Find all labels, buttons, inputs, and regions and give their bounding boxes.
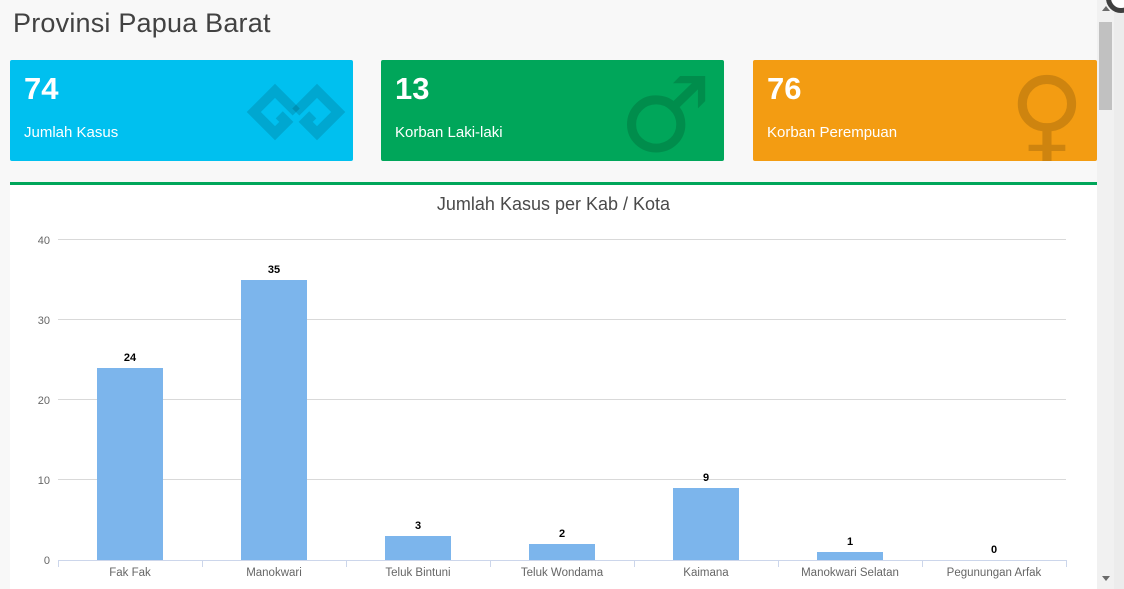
x-category-label: Manokwari bbox=[246, 567, 302, 579]
bar-slot: 3 bbox=[346, 241, 490, 560]
bar-value-label: 1 bbox=[846, 536, 854, 548]
triangle-up-icon bbox=[1101, 6, 1110, 11]
stat-value: 13 bbox=[395, 71, 430, 106]
simfoni-logo-icon bbox=[245, 66, 349, 161]
triangle-down-icon bbox=[1101, 576, 1110, 581]
x-axis-tick bbox=[346, 560, 347, 567]
bar-manokwari[interactable] bbox=[241, 280, 307, 560]
x-axis-tick bbox=[778, 560, 779, 567]
chart-panel: Jumlah Kasus per Kab / Kota 0 10 20 30 40 24 3… bbox=[10, 185, 1097, 589]
stat-value: 74 bbox=[24, 71, 59, 106]
bar-teluk-wondama[interactable] bbox=[529, 544, 595, 560]
chart-title: Jumlah Kasus per Kab / Kota bbox=[436, 194, 671, 214]
x-axis-tick bbox=[1066, 560, 1067, 567]
bar-value-label: 0 bbox=[990, 544, 998, 556]
vertical-scrollbar[interactable] bbox=[1097, 0, 1114, 589]
x-axis-tick bbox=[922, 560, 923, 567]
bar-value-label: 35 bbox=[267, 264, 281, 276]
x-axis-tick bbox=[202, 560, 203, 567]
bar-slot: 9 bbox=[634, 241, 778, 560]
bars-row: 24 35 3 2 9 1 0 bbox=[58, 241, 1066, 560]
x-axis-tick bbox=[58, 560, 59, 567]
x-category-label: Kaimana bbox=[683, 567, 729, 579]
x-category-label: Teluk Wondama bbox=[520, 567, 604, 579]
plot-area: 0 10 20 30 40 24 35 3 2 9 1 0 bbox=[38, 235, 1067, 567]
stat-card-korban-perempuan: 76 Korban Perempuan ♀ bbox=[753, 60, 1097, 161]
scrollbar-thumb[interactable] bbox=[1099, 22, 1112, 110]
window-edge-strip bbox=[1114, 0, 1124, 589]
bar-slot: 24 bbox=[58, 241, 202, 560]
gridline bbox=[58, 399, 1066, 400]
bar-manokwari-selatan[interactable] bbox=[817, 552, 883, 560]
scroll-up-button[interactable] bbox=[1097, 0, 1114, 17]
stat-card-korban-laki-laki: 13 Korban Laki-laki ♂ bbox=[381, 60, 724, 161]
gridline bbox=[58, 319, 1066, 320]
bar-value-label: 3 bbox=[414, 520, 422, 532]
y-tick-label: 30 bbox=[37, 315, 50, 327]
y-tick-label: 0 bbox=[43, 555, 50, 567]
x-category-label: Fak Fak bbox=[109, 567, 151, 579]
bar-slot: 2 bbox=[490, 241, 634, 560]
female-symbol-icon: ♀ bbox=[1008, 60, 1085, 161]
bar-fak-fak[interactable] bbox=[97, 368, 163, 560]
bar-slot: 1 bbox=[778, 241, 922, 560]
y-tick-label: 40 bbox=[37, 235, 50, 247]
y-tick-label: 10 bbox=[37, 475, 50, 487]
page-title: Provinsi Papua Barat bbox=[13, 8, 271, 38]
bar-slot: 35 bbox=[202, 241, 346, 560]
stat-label: Korban Perempuan bbox=[767, 124, 898, 141]
x-axis-labels: Fak Fak Manokwari Teluk Bintuni Teluk Wonda… bbox=[58, 567, 1066, 579]
stat-label: Jumlah Kasus bbox=[24, 124, 119, 141]
x-category-label: Manokwari Selatan bbox=[801, 567, 899, 579]
stat-label: Korban Laki-laki bbox=[395, 124, 503, 141]
bar-kaimana[interactable] bbox=[673, 488, 739, 560]
x-category-label: Teluk Bintuni bbox=[385, 567, 451, 579]
bar-slot: 0 bbox=[922, 241, 1066, 560]
panel-accent-border bbox=[10, 182, 1097, 185]
x-category-label: Pegunungan Arfak bbox=[946, 567, 1042, 579]
bar-value-label: 9 bbox=[702, 472, 710, 484]
male-symbol-icon: ♂ bbox=[618, 60, 712, 161]
scroll-down-button[interactable] bbox=[1097, 570, 1114, 587]
y-tick-label: 20 bbox=[37, 395, 50, 407]
bar-value-label: 2 bbox=[558, 528, 566, 540]
bar-teluk-bintuni[interactable] bbox=[385, 536, 451, 560]
gridline bbox=[58, 239, 1066, 240]
bar-value-label: 24 bbox=[123, 352, 137, 364]
stat-value: 76 bbox=[767, 71, 802, 106]
x-axis-tick bbox=[634, 560, 635, 567]
stat-card-jumlah-kasus: 74 Jumlah Kasus bbox=[10, 60, 353, 161]
gridline bbox=[58, 479, 1066, 480]
x-axis-tick bbox=[490, 560, 491, 567]
